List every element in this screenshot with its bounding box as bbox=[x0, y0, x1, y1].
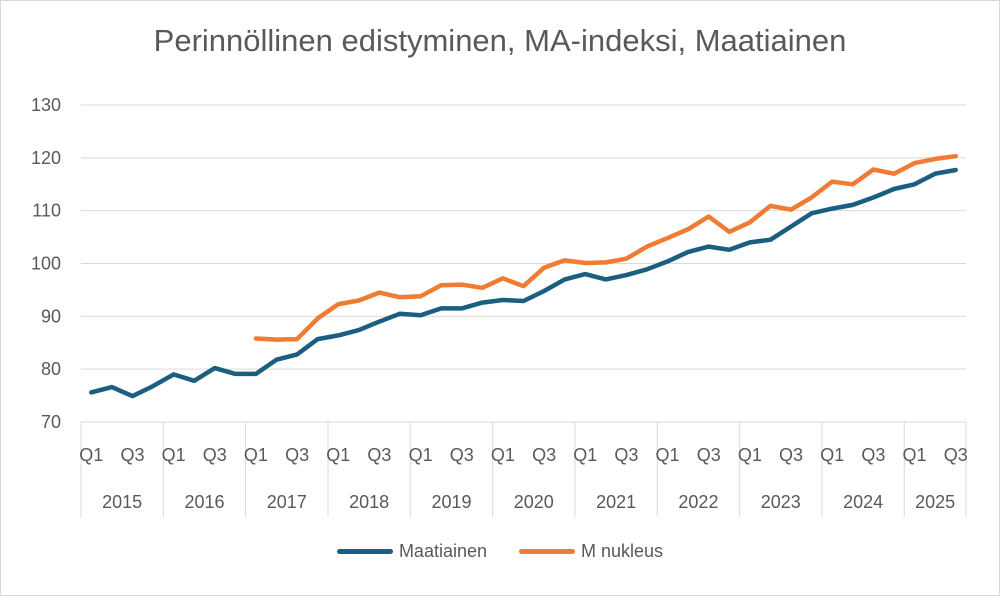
quarter-tick-label: Q1 bbox=[820, 445, 844, 465]
quarter-tick-label: Q1 bbox=[573, 445, 597, 465]
quarter-tick-label: Q1 bbox=[244, 445, 268, 465]
series-lines bbox=[89, 153, 958, 399]
y-tick-label: 110 bbox=[32, 201, 61, 221]
year-tick-label: 2023 bbox=[761, 492, 801, 512]
quarter-tick-label: Q3 bbox=[203, 445, 227, 465]
quarter-tick-label: Q1 bbox=[162, 445, 186, 465]
year-tick-label: 2021 bbox=[596, 492, 636, 512]
gridlines: 70 80 90 100 110 120 130 bbox=[31, 95, 966, 432]
y-tick-label: 70 bbox=[41, 412, 61, 432]
quarter-tick-label: Q1 bbox=[656, 445, 680, 465]
series-line-m-nukleus bbox=[253, 153, 958, 342]
year-tick-label: 2024 bbox=[843, 492, 883, 512]
quarter-tick-label: Q1 bbox=[79, 445, 103, 465]
year-tick-label: 2015 bbox=[102, 492, 142, 512]
quarter-tick-label: Q1 bbox=[409, 445, 433, 465]
y-tick-label: 120 bbox=[31, 148, 61, 168]
quarter-tick-label: Q1 bbox=[491, 445, 515, 465]
quarter-tick-label: Q3 bbox=[120, 445, 144, 465]
quarter-tick-label: Q3 bbox=[779, 445, 803, 465]
y-tick-label: 90 bbox=[41, 306, 61, 326]
series-line-maatiainen bbox=[89, 167, 958, 399]
quarter-tick-label: Q3 bbox=[944, 445, 968, 465]
quarter-tick-label: Q3 bbox=[861, 445, 885, 465]
legend-label-maatiainen: Maatiainen bbox=[398, 541, 487, 561]
y-tick-label: 80 bbox=[41, 359, 61, 379]
quarter-tick-label: Q1 bbox=[326, 445, 350, 465]
y-tick-label: 130 bbox=[31, 95, 61, 115]
quarter-tick-label: Q3 bbox=[367, 445, 391, 465]
quarter-tick-label: Q3 bbox=[285, 445, 309, 465]
legend-swatch-maatiainen bbox=[336, 549, 393, 554]
legend-swatch-m-nukleus bbox=[519, 549, 575, 554]
year-tick-label: 2025 bbox=[915, 492, 955, 512]
year-tick-label: 2016 bbox=[184, 492, 224, 512]
x-axis: Q1 Q3 Q1 Q3 Q1 Q3 Q1 Q3 Q1 Q3 Q1 Q3 Q1 Q3 Q1 Q3 Q1 Q3 Q1 Q3… bbox=[79, 421, 968, 517]
legend-label-m-nukleus: M nukleus bbox=[581, 541, 664, 561]
quarter-tick-label: Q1 bbox=[903, 445, 927, 465]
quarter-tick-label: Q3 bbox=[450, 445, 474, 465]
legend-item-maatiainen: Maatiainen bbox=[336, 541, 487, 562]
legend-item-m-nukleus: M nukleus bbox=[519, 541, 663, 562]
quarter-tick-label: Q1 bbox=[738, 445, 762, 465]
year-tick-label: 2020 bbox=[514, 492, 554, 512]
year-tick-label: 2019 bbox=[431, 492, 471, 512]
year-tick-label: 2017 bbox=[267, 492, 307, 512]
quarter-tick-label: Q3 bbox=[614, 445, 638, 465]
legend: Maatiainen M nukleus bbox=[1, 541, 999, 562]
chart-title: Perinnöllinen edistyminen, MA-indeksi, M… bbox=[153, 23, 847, 58]
year-tick-label: 2018 bbox=[349, 492, 389, 512]
year-tick-label: 2022 bbox=[678, 492, 718, 512]
quarter-tick-label: Q3 bbox=[532, 445, 556, 465]
quarter-tick-label: Q3 bbox=[697, 445, 721, 465]
y-tick-label: 100 bbox=[31, 254, 61, 274]
